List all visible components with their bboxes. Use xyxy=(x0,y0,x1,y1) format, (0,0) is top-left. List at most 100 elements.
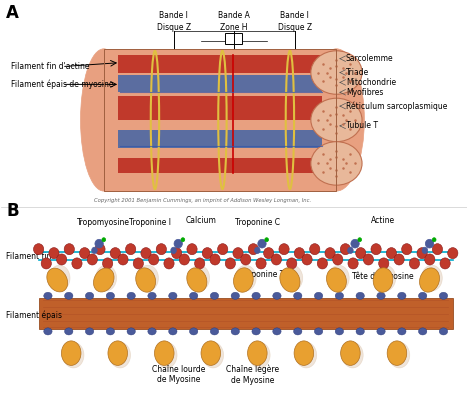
Ellipse shape xyxy=(49,265,70,291)
Ellipse shape xyxy=(231,292,239,299)
Text: Troponine C: Troponine C xyxy=(235,218,280,227)
Text: Troponine T: Troponine T xyxy=(240,269,284,279)
Ellipse shape xyxy=(136,268,155,292)
Text: Filament épais: Filament épais xyxy=(6,311,62,320)
Ellipse shape xyxy=(137,265,158,291)
Ellipse shape xyxy=(386,248,397,259)
Ellipse shape xyxy=(85,292,94,299)
Ellipse shape xyxy=(189,265,210,291)
Ellipse shape xyxy=(44,328,52,335)
Ellipse shape xyxy=(202,248,212,259)
Ellipse shape xyxy=(398,292,406,299)
Ellipse shape xyxy=(279,244,289,255)
Ellipse shape xyxy=(377,292,385,299)
Ellipse shape xyxy=(225,258,236,269)
Ellipse shape xyxy=(425,254,435,265)
Ellipse shape xyxy=(148,254,159,265)
Ellipse shape xyxy=(203,342,224,368)
Text: Réticulum sarcoplasmique: Réticulum sarcoplasmique xyxy=(346,101,447,111)
Ellipse shape xyxy=(255,247,260,254)
Ellipse shape xyxy=(118,254,128,265)
Ellipse shape xyxy=(141,248,151,259)
Ellipse shape xyxy=(432,244,443,255)
Ellipse shape xyxy=(110,248,120,259)
Bar xyxy=(225,33,242,45)
Ellipse shape xyxy=(169,292,177,299)
Ellipse shape xyxy=(148,328,156,335)
Ellipse shape xyxy=(87,254,98,265)
Text: Copyright 2001 Benjamin Cummings, an imprint of Addison Wesley Longman, Inc.: Copyright 2001 Benjamin Cummings, an imp… xyxy=(94,199,311,203)
Ellipse shape xyxy=(174,239,182,248)
Ellipse shape xyxy=(419,292,427,299)
Text: Disque Z: Disque Z xyxy=(277,23,311,31)
Ellipse shape xyxy=(148,292,156,299)
Ellipse shape xyxy=(333,254,343,265)
Ellipse shape xyxy=(417,248,427,259)
Ellipse shape xyxy=(34,244,44,255)
Bar xyxy=(104,49,337,191)
Ellipse shape xyxy=(387,341,407,365)
Text: Chaîne légère
de Myosine: Chaîne légère de Myosine xyxy=(226,365,279,385)
Ellipse shape xyxy=(186,268,207,292)
Ellipse shape xyxy=(248,244,258,255)
Ellipse shape xyxy=(233,268,254,292)
Ellipse shape xyxy=(201,341,220,365)
Ellipse shape xyxy=(273,328,281,335)
Ellipse shape xyxy=(241,254,251,265)
Ellipse shape xyxy=(287,258,297,269)
Ellipse shape xyxy=(106,328,115,335)
Text: Filament épais de myosine: Filament épais de myosine xyxy=(11,80,113,89)
Ellipse shape xyxy=(91,247,97,254)
Text: M: M xyxy=(230,34,237,43)
Text: Zone H: Zone H xyxy=(220,23,248,31)
Ellipse shape xyxy=(63,342,84,368)
Text: Triade: Triade xyxy=(346,68,369,77)
Ellipse shape xyxy=(379,258,389,269)
Ellipse shape xyxy=(314,328,323,335)
Text: Calcium: Calcium xyxy=(186,216,217,225)
Text: Filament fin: Filament fin xyxy=(6,252,51,261)
Ellipse shape xyxy=(171,247,176,254)
Ellipse shape xyxy=(358,238,362,242)
Ellipse shape xyxy=(440,258,450,269)
Text: Tubule T: Tubule T xyxy=(346,121,378,131)
Ellipse shape xyxy=(356,248,366,259)
Ellipse shape xyxy=(81,49,127,191)
Ellipse shape xyxy=(377,328,385,335)
Text: Bande I: Bande I xyxy=(280,11,309,20)
Ellipse shape xyxy=(340,244,351,255)
Ellipse shape xyxy=(371,244,381,255)
Text: Actine: Actine xyxy=(371,216,395,225)
Ellipse shape xyxy=(351,239,359,248)
Ellipse shape xyxy=(47,268,67,292)
Ellipse shape xyxy=(309,49,365,191)
Ellipse shape xyxy=(310,244,320,255)
Ellipse shape xyxy=(249,342,270,368)
Ellipse shape xyxy=(210,328,219,335)
Ellipse shape xyxy=(194,258,205,269)
Ellipse shape xyxy=(314,292,323,299)
Ellipse shape xyxy=(258,239,266,248)
Ellipse shape xyxy=(347,247,353,254)
Ellipse shape xyxy=(280,268,300,292)
Ellipse shape xyxy=(293,292,302,299)
Ellipse shape xyxy=(356,292,365,299)
Ellipse shape xyxy=(155,341,174,365)
Ellipse shape xyxy=(342,342,363,368)
Ellipse shape xyxy=(133,258,144,269)
Ellipse shape xyxy=(235,265,256,291)
Ellipse shape xyxy=(341,341,360,365)
Ellipse shape xyxy=(325,248,335,259)
Ellipse shape xyxy=(264,248,274,259)
Text: Disque Z: Disque Z xyxy=(156,23,191,31)
Ellipse shape xyxy=(327,268,346,292)
Ellipse shape xyxy=(296,342,317,368)
Ellipse shape xyxy=(410,258,419,269)
Ellipse shape xyxy=(64,328,73,335)
Ellipse shape xyxy=(64,244,74,255)
Bar xyxy=(38,298,453,330)
Ellipse shape xyxy=(432,238,436,242)
Ellipse shape xyxy=(218,244,228,255)
Text: Bande I: Bande I xyxy=(159,11,188,20)
Ellipse shape xyxy=(302,254,312,265)
